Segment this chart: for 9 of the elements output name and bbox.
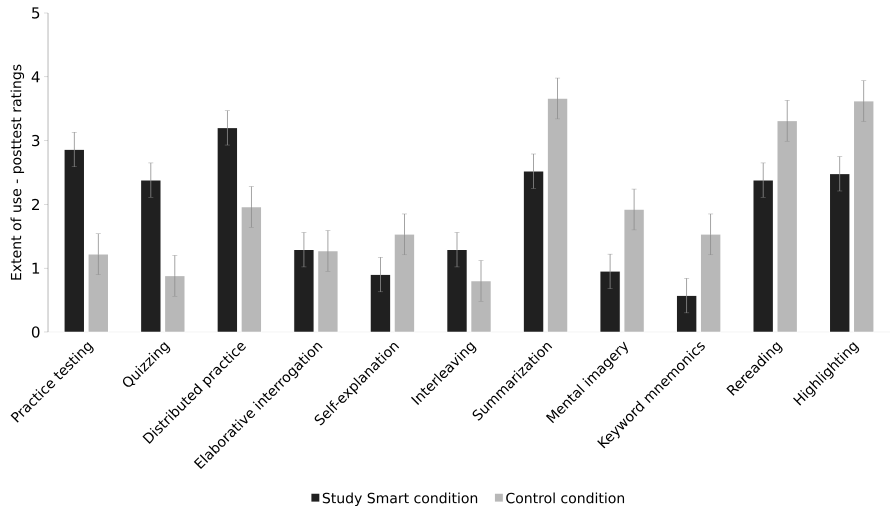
y-tick-label: 3 bbox=[32, 134, 40, 146]
y-tick-label: 4 bbox=[32, 71, 40, 82]
y-tick-label: 2 bbox=[32, 198, 39, 210]
y-tick-label: 5 bbox=[32, 7, 40, 19]
y-tick-label: 1 bbox=[32, 262, 40, 274]
y-tick-label: 0 bbox=[32, 326, 40, 338]
legend-label: Control condition bbox=[506, 492, 624, 504]
legend-label: Study Smart condition bbox=[322, 492, 478, 506]
y-axis-title: Extent of use - posttest ratings bbox=[10, 64, 24, 280]
